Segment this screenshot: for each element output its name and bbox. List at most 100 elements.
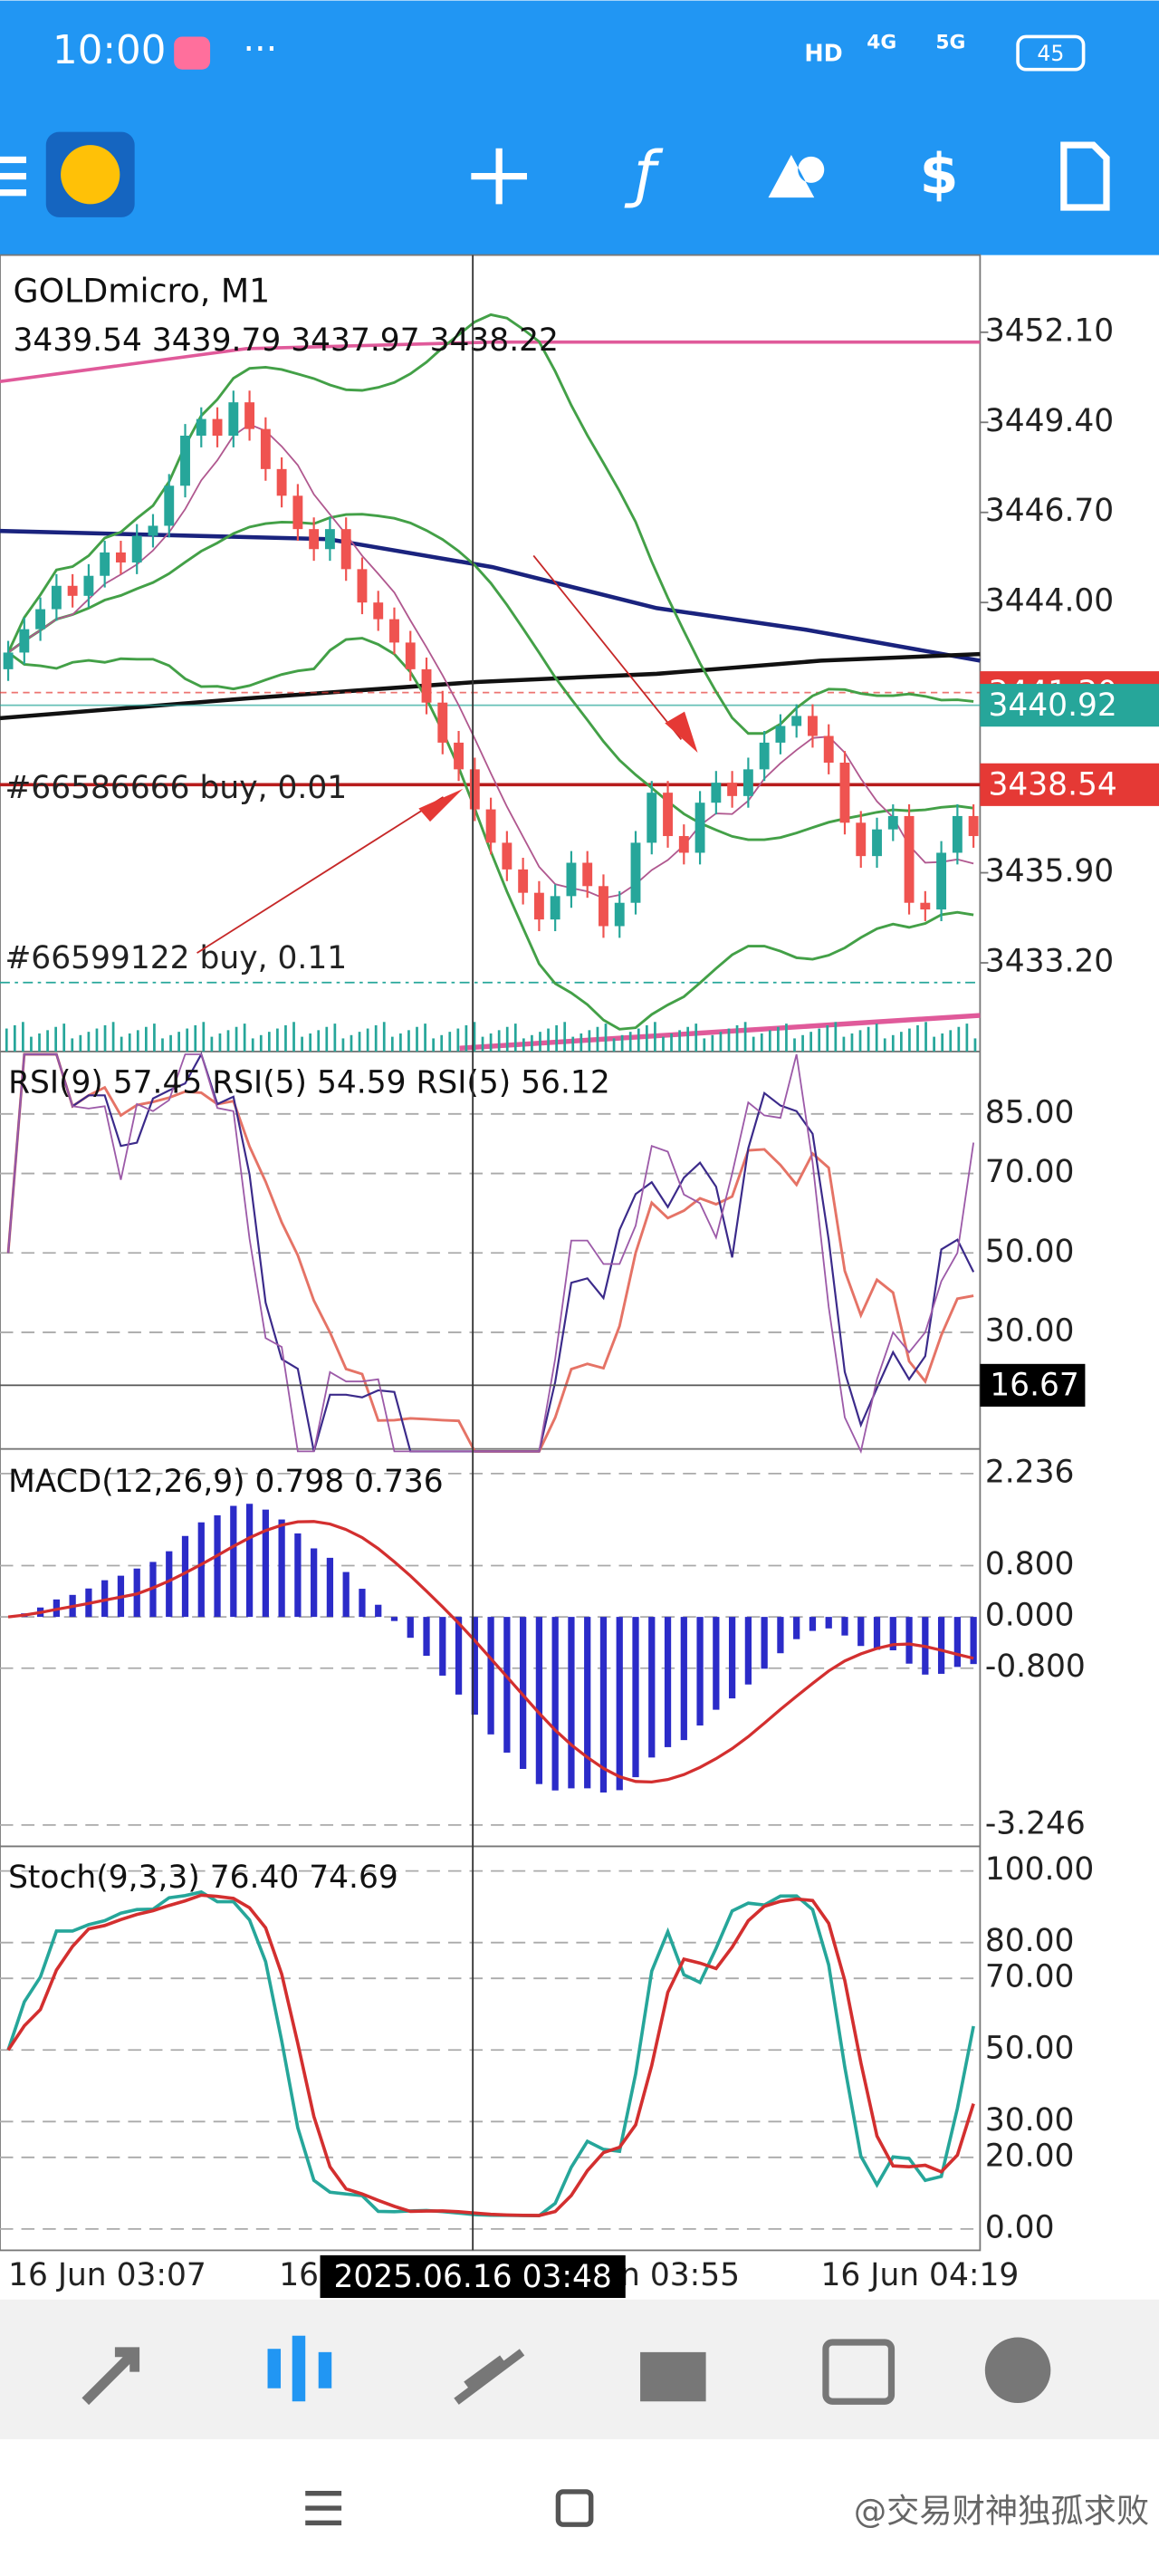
candle [742,769,753,796]
nav-history[interactable] [640,2351,706,2402]
candle [694,803,705,853]
candle [759,742,770,770]
candle [952,815,963,853]
candle [727,783,738,796]
candle [614,902,625,927]
candle [19,629,30,653]
candle [599,886,608,927]
symbol-title: GOLDmicro, M1 [14,271,271,310]
candle [550,896,560,920]
menu-icon[interactable] [0,156,27,197]
nav-messages[interactable] [984,2337,1051,2404]
macd-bar [825,1617,832,1629]
macd-bar [777,1617,784,1654]
macd-bar [439,1617,446,1676]
net-hd: HD [804,39,842,66]
candle [51,585,62,610]
nav-chart[interactable] [267,2335,332,2402]
tick-label: 2.236 [985,1454,1075,1490]
more-dots: ··· [243,28,277,70]
net-5g: 5G [935,32,965,54]
macd-bar [101,1580,109,1618]
sys-menu[interactable] [305,2491,342,2526]
candle [437,702,448,743]
nav-news[interactable] [822,2339,896,2405]
macd-bar [857,1617,865,1647]
macd-bar [342,1572,350,1618]
candle [196,418,206,437]
candle [212,418,223,437]
time-label: 16 Jun 03:07 [8,2257,206,2293]
candle [630,842,641,903]
macd-bar [680,1617,687,1741]
tick-label: 0.00 [985,2209,1055,2245]
macd-bar [487,1617,494,1735]
macd-bar [359,1589,366,1618]
crosshair-time-box [320,2254,626,2299]
app-logo-mark [61,145,120,205]
macd-bar [375,1604,382,1618]
candle [485,809,496,843]
tick-label: -0.800 [985,1648,1086,1685]
macd-bar [648,1617,656,1758]
trade-arrow [418,711,698,822]
watermark: @交易财神独孤求败 [854,2492,1149,2531]
candle [340,529,351,570]
price-level-label: 3438.54 [988,767,1116,803]
macd-bar [230,1505,237,1618]
system-nav [305,2489,594,2527]
nav-quotes[interactable] [81,2347,140,2406]
app-bar [0,0,1159,255]
candle [647,793,657,843]
macd-bar [551,1617,559,1791]
macd-bar [632,1617,639,1778]
macd-bar [599,1617,608,1793]
macd-bar [423,1617,430,1657]
candle [244,402,255,429]
macd-bar [696,1617,704,1726]
net-4g: 4G [867,32,896,54]
candle [791,716,802,726]
candle [421,668,432,703]
tick-label: 70.00 [985,1154,1075,1190]
panel-title: MACD(12,26,9) 0.798 0.736 [8,1464,444,1500]
tick-label: 50.00 [985,1234,1075,1270]
macd-bar [197,1522,205,1618]
macd-bar [953,1617,961,1668]
objects-tool[interactable] [768,155,825,198]
rsi-line [7,1053,975,1455]
price-level-box [980,763,1159,806]
candle [3,652,14,669]
time-label: 16 Jun 04:19 [821,2257,1020,2293]
ma-pink-top [0,340,981,384]
trade-label: #66586666 buy, 0.01 [5,770,347,806]
candle [228,402,239,437]
macd-bar [809,1617,817,1631]
candle [856,822,867,857]
nav-trade[interactable] [454,2349,525,2405]
battery-level: 45 [1037,41,1064,66]
macd-bar [970,1617,977,1665]
crosshair-tool[interactable] [471,148,527,205]
macd-bar [841,1617,848,1636]
macd-bar [262,1509,269,1618]
new-order-tool[interactable] [1060,141,1110,211]
candle [533,892,544,920]
candle [920,902,931,910]
nav-icons [81,2335,1051,2406]
sys-home[interactable] [555,2489,594,2527]
trade-tool[interactable]: $ [920,141,959,207]
candle [808,716,818,736]
macd-bar [455,1617,463,1695]
macd-bar [245,1504,254,1618]
macd-bar [728,1617,736,1699]
price-tick-label: 3449.40 [985,403,1114,439]
tick-label: 80.00 [985,1923,1075,1959]
candle [582,862,593,887]
tick-label: 30.00 [985,1312,1075,1349]
macd-bar [744,1617,752,1685]
tick-label: 20.00 [985,2138,1075,2174]
bottom-nav [0,2299,1159,2439]
tick-label: 30.00 [985,2102,1075,2139]
